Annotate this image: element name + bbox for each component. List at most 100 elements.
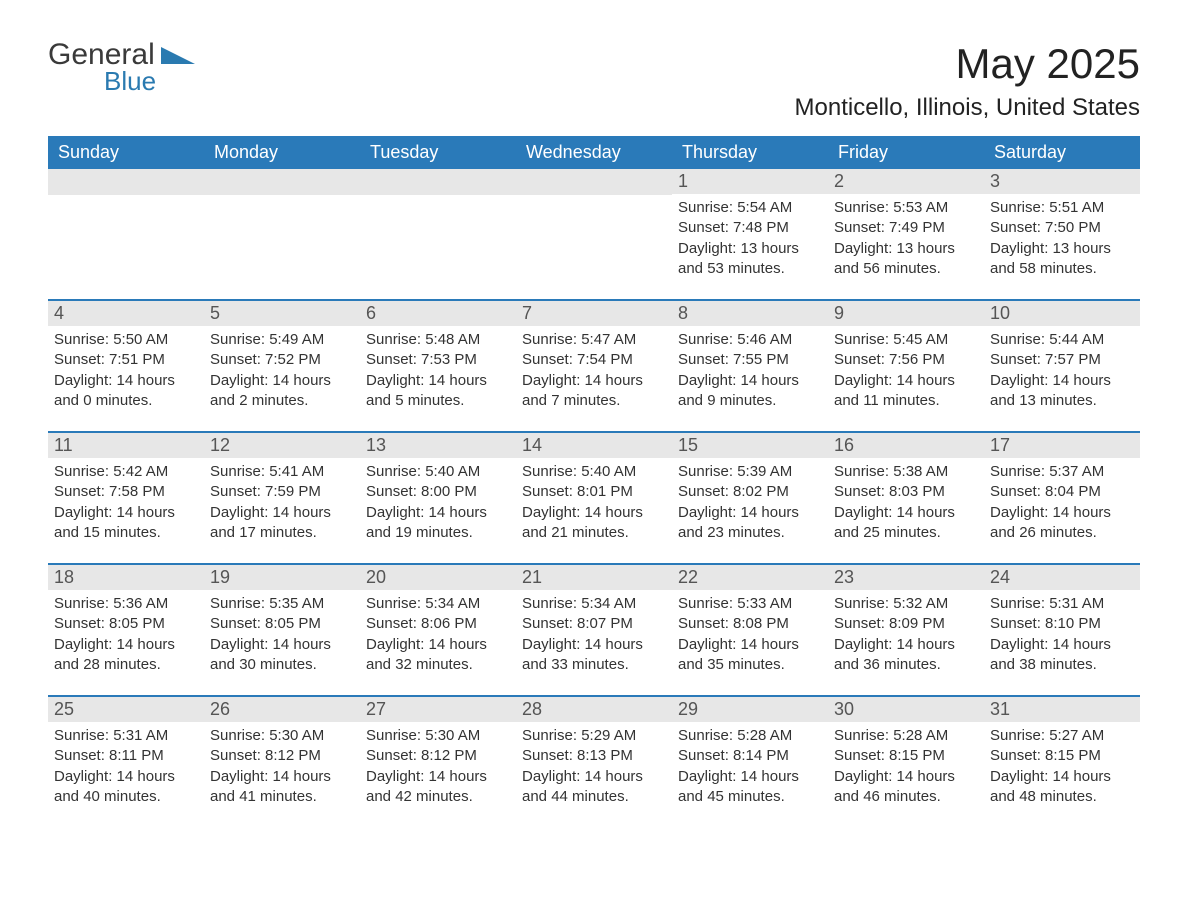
logo-text-2: Blue [104,66,195,97]
day-daylight1: Daylight: 14 hours [366,503,510,523]
day-sunset: Sunset: 7:54 PM [522,350,666,370]
day-sunrise: Sunrise: 5:40 AM [522,462,666,482]
day-sunrise: Sunrise: 5:38 AM [834,462,978,482]
day-daylight2: and 33 minutes. [522,655,666,675]
day-info: Sunrise: 5:33 AMSunset: 8:08 PMDaylight:… [678,594,822,675]
day-number: 20 [360,565,516,590]
day-info: Sunrise: 5:30 AMSunset: 8:12 PMDaylight:… [366,726,510,807]
day-info: Sunrise: 5:37 AMSunset: 8:04 PMDaylight:… [990,462,1134,543]
day-sunset: Sunset: 7:58 PM [54,482,198,502]
day-sunrise: Sunrise: 5:48 AM [366,330,510,350]
day-daylight2: and 44 minutes. [522,787,666,807]
day-daylight2: and 45 minutes. [678,787,822,807]
day-daylight2: and 5 minutes. [366,391,510,411]
day-sunrise: Sunrise: 5:31 AM [54,726,198,746]
day-sunset: Sunset: 8:01 PM [522,482,666,502]
day-number: 5 [204,301,360,326]
day-number: 9 [828,301,984,326]
day-info: Sunrise: 5:31 AMSunset: 8:10 PMDaylight:… [990,594,1134,675]
day-number: 7 [516,301,672,326]
day-info: Sunrise: 5:32 AMSunset: 8:09 PMDaylight:… [834,594,978,675]
calendar-cell: 14Sunrise: 5:40 AMSunset: 8:01 PMDayligh… [516,433,672,549]
day-number: 25 [48,697,204,722]
day-number: 2 [828,169,984,194]
day-daylight1: Daylight: 14 hours [210,503,354,523]
day-daylight1: Daylight: 14 hours [210,767,354,787]
day-number: 18 [48,565,204,590]
day-sunrise: Sunrise: 5:32 AM [834,594,978,614]
day-number: 24 [984,565,1140,590]
title-block: May 2025 Monticello, Illinois, United St… [795,40,1141,122]
week-row: 4Sunrise: 5:50 AMSunset: 7:51 PMDaylight… [48,299,1140,417]
day-sunset: Sunset: 8:15 PM [834,746,978,766]
day-info: Sunrise: 5:38 AMSunset: 8:03 PMDaylight:… [834,462,978,543]
day-info: Sunrise: 5:50 AMSunset: 7:51 PMDaylight:… [54,330,198,411]
calendar-cell: 28Sunrise: 5:29 AMSunset: 8:13 PMDayligh… [516,697,672,813]
day-sunrise: Sunrise: 5:46 AM [678,330,822,350]
day-number: 15 [672,433,828,458]
week-row: 1 Sunrise: 5:54 AMSunset: 7:48 PM Daylight… [48,169,1140,285]
day-number-empty [516,169,672,195]
day-info: Sunrise: 5:41 AMSunset: 7:59 PMDaylight:… [210,462,354,543]
day-info: Sunrise: 5:35 AMSunset: 8:05 PMDaylight:… [210,594,354,675]
day-daylight2: and 21 minutes. [522,523,666,543]
day-sunset: Sunset: 7:52 PM [210,350,354,370]
day-sunset: Sunset: 7:51 PM [54,350,198,370]
day-sunset: Sunset: 8:11 PM [54,746,198,766]
day-number: 28 [516,697,672,722]
day-daylight1: Daylight: 14 hours [366,635,510,655]
day-sunrise: Sunrise: 5:36 AM [54,594,198,614]
day-sunrise: Sunrise: 5:30 AM [210,726,354,746]
day-number: 13 [360,433,516,458]
day-daylight2: and 7 minutes. [522,391,666,411]
day-info: Sunrise: 5:39 AMSunset: 8:02 PMDaylight:… [678,462,822,543]
calendar-cell: 22Sunrise: 5:33 AMSunset: 8:08 PMDayligh… [672,565,828,681]
day-sunset: Sunset: 8:13 PM [522,746,666,766]
calendar-cell: 19Sunrise: 5:35 AMSunset: 8:05 PMDayligh… [204,565,360,681]
day-sunrise: Sunrise: 5:53 AM [834,198,978,218]
month-title: May 2025 [795,40,1141,88]
day-sunrise: Sunrise: 5:31 AM [990,594,1134,614]
day-number-empty [204,169,360,195]
day-number: 21 [516,565,672,590]
day-header-row: Sunday Monday Tuesday Wednesday Thursday… [48,136,1140,169]
day-sunset: Sunset: 8:09 PM [834,614,978,634]
day-sunset: Sunset: 7:53 PM [366,350,510,370]
day-daylight1: Daylight: 14 hours [834,635,978,655]
calendar-cell: 18 Sunrise: 5:36 AMSunset: 8:05 PMDayligh… [48,565,204,681]
day-daylight1: Daylight: 13 hours [834,239,978,259]
day-header-thursday: Thursday [672,136,828,169]
day-sunset: Sunset: 8:08 PM [678,614,822,634]
day-sunset: Sunset: 8:14 PM [678,746,822,766]
day-info: Sunrise: 5:28 AMSunset: 8:15 PMDaylight:… [834,726,978,807]
calendar-cell: 29Sunrise: 5:28 AMSunset: 8:14 PMDayligh… [672,697,828,813]
day-daylight1: Daylight: 14 hours [522,635,666,655]
day-sunset: Sunset: 8:03 PM [834,482,978,502]
calendar-cell: 2 Sunrise: 5:53 AMSunset: 7:49 PMDaylight… [828,169,984,285]
day-info: Sunrise: 5:40 AMSunset: 8:00 PMDaylight:… [366,462,510,543]
day-info: Sunrise: 5:36 AMSunset: 8:05 PMDaylight:… [54,594,198,675]
day-sunrise: Sunrise: 5:54 AM [678,198,822,218]
day-daylight1: Daylight: 14 hours [54,371,198,391]
day-sunset: Sunset: 7:48 PM [678,218,822,238]
day-daylight1: Daylight: 14 hours [522,767,666,787]
calendar-cell: 15 Sunrise: 5:39 AMSunset: 8:02 PMDayligh… [672,433,828,549]
calendar-cell: 21Sunrise: 5:34 AMSunset: 8:07 PMDayligh… [516,565,672,681]
day-daylight1: Daylight: 14 hours [990,503,1134,523]
day-number: 1 [672,169,828,194]
day-info: Sunrise: 5:44 AMSunset: 7:57 PMDaylight:… [990,330,1134,411]
day-sunset: Sunset: 8:04 PM [990,482,1134,502]
day-daylight1: Daylight: 14 hours [522,503,666,523]
day-info: Sunrise: 5:31 AMSunset: 8:11 PMDaylight:… [54,726,198,807]
day-sunrise: Sunrise: 5:28 AM [834,726,978,746]
day-daylight2: and 56 minutes. [834,259,978,279]
calendar-cell: 24 Sunrise: 5:31 AMSunset: 8:10 PMDayligh… [984,565,1140,681]
day-daylight1: Daylight: 14 hours [366,767,510,787]
day-header-friday: Friday [828,136,984,169]
day-daylight2: and 42 minutes. [366,787,510,807]
day-sunset: Sunset: 8:15 PM [990,746,1134,766]
day-daylight2: and 15 minutes. [54,523,198,543]
day-sunset: Sunset: 7:49 PM [834,218,978,238]
logo: General Blue [48,40,195,97]
day-daylight1: Daylight: 14 hours [834,767,978,787]
